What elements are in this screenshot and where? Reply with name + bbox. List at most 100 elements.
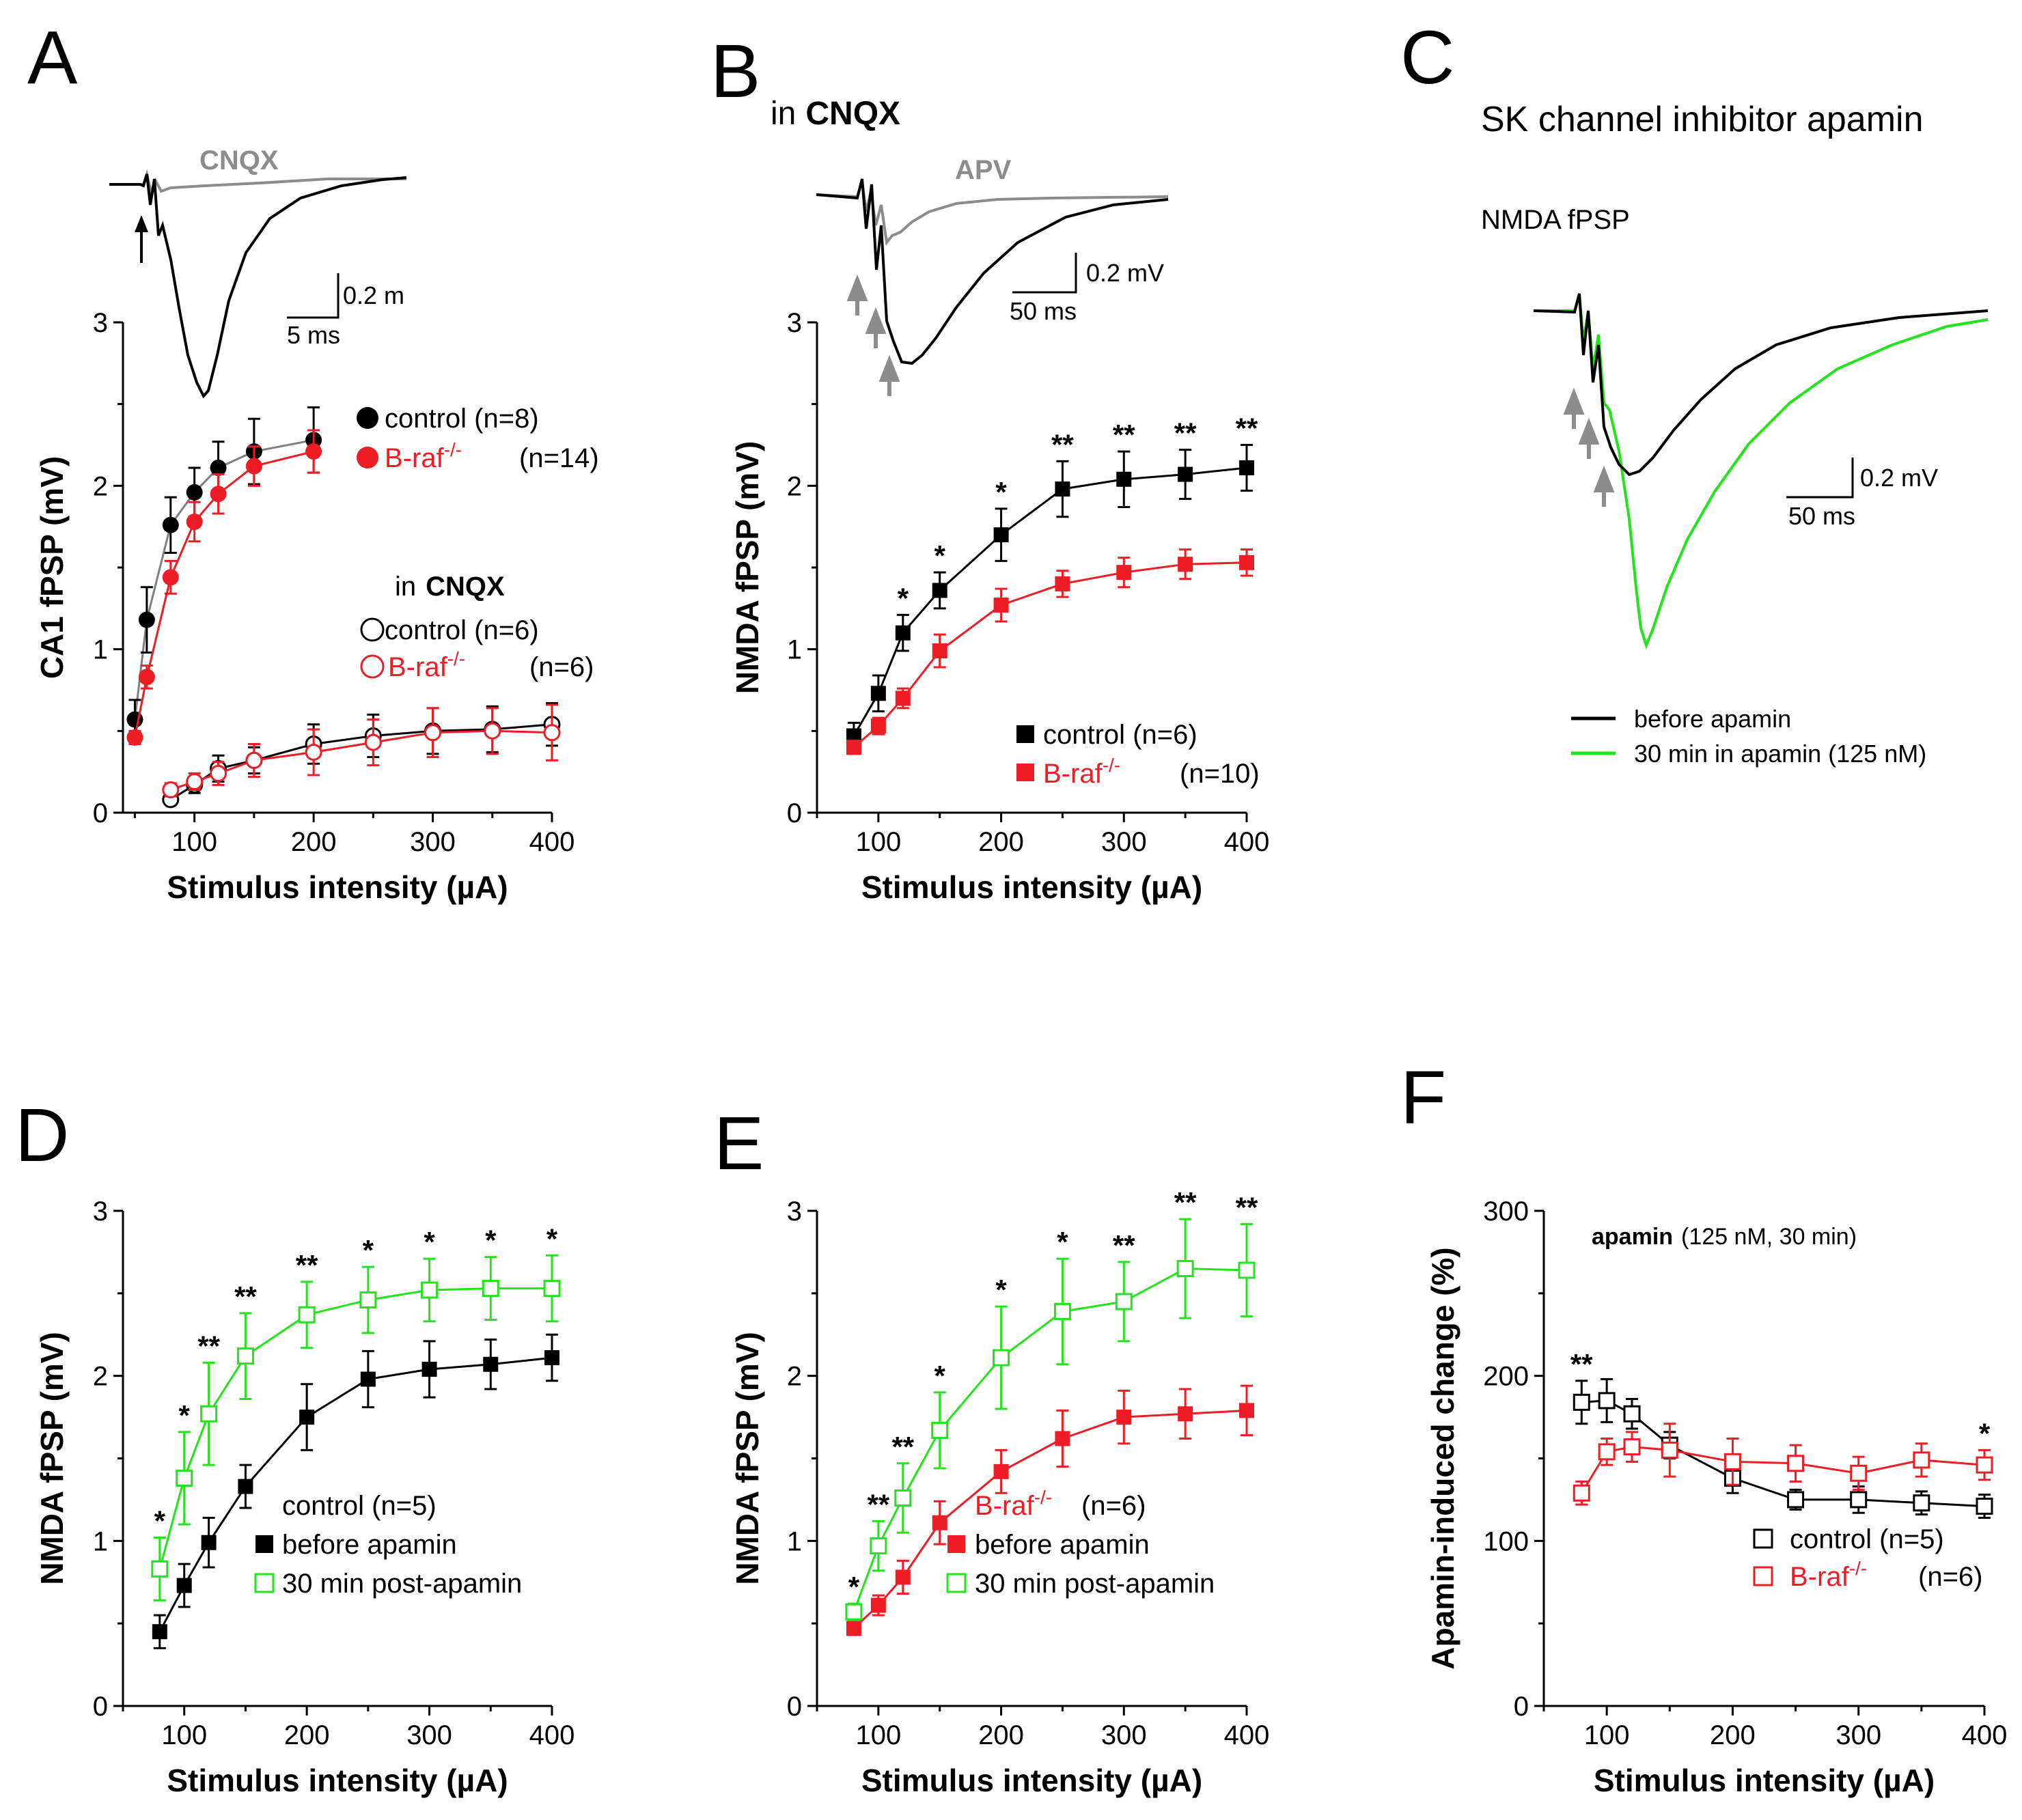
y-tick-label-b-3: 3 xyxy=(787,308,802,338)
data-point-f-0-8 xyxy=(1976,1498,1993,1515)
y-tick-label-d-1: 1 xyxy=(93,1526,108,1556)
data-point-e-0-2 xyxy=(895,1569,911,1585)
y-tick-label-f-3: 300 xyxy=(1483,1196,1529,1227)
legend-e-title-sup: -/- xyxy=(1034,1487,1052,1508)
data-point-f-0-7 xyxy=(1913,1494,1930,1512)
y-axis-label-d: NMDA fPSP (mV) xyxy=(34,1332,70,1585)
legend-b-braf-text: B-raf xyxy=(1043,759,1103,789)
trace-inset-b: APV 0.2 mV 50 ms xyxy=(816,155,1169,396)
scalebar-c-y-label: 0.2 mV xyxy=(1860,464,1938,492)
y-tick-label-a-1: 1 xyxy=(93,635,108,665)
legend-f-braf-marker xyxy=(1753,1566,1773,1586)
data-point-a-3-5 xyxy=(364,733,382,751)
y-tick-label-b-2: 2 xyxy=(787,471,802,501)
x-axis-label-a: Stimulus intensity (µA) xyxy=(167,869,508,905)
x-tick-label-f-0: 100 xyxy=(1584,1720,1630,1750)
legend-a-control-cnqx-label: control (n=6) xyxy=(385,615,539,645)
significance-d-2: ** xyxy=(197,1330,220,1362)
data-point-f-1-7 xyxy=(1913,1451,1930,1469)
y-tick-label-a-0: 0 xyxy=(93,798,108,828)
data-point-a-0-1 xyxy=(138,611,155,628)
legend-a-in-text: in xyxy=(395,572,416,602)
legend-d-title: control (n=5) xyxy=(282,1491,437,1521)
y-tick-label-d-3: 3 xyxy=(93,1196,108,1227)
legend-b-braf-sup: -/- xyxy=(1103,755,1120,776)
x-axis-label-b: Stimulus intensity (µA) xyxy=(861,869,1202,905)
x-tick-label-d-3: 400 xyxy=(529,1720,575,1750)
data-point-d-0-5 xyxy=(360,1371,376,1387)
data-point-f-0-5 xyxy=(1787,1491,1805,1509)
x-tick-label-f-1: 200 xyxy=(1710,1720,1756,1750)
scalebar-a-y-label: 0.2 m xyxy=(343,281,404,309)
x-tick-label-a-2: 300 xyxy=(410,827,456,857)
panel-b-title-drug: CNQX xyxy=(805,96,900,132)
data-point-e-0-1 xyxy=(870,1597,886,1613)
scalebar-c xyxy=(1786,458,1854,499)
y-axis-label-a: CA1 fPSP (mV) xyxy=(34,456,70,679)
legend-b-braf-marker xyxy=(1016,764,1034,781)
significance-d-3: ** xyxy=(234,1280,257,1313)
data-point-e-1-4 xyxy=(993,1349,1010,1367)
significance-d-5: * xyxy=(363,1234,374,1266)
data-point-a-3-8 xyxy=(543,724,561,742)
data-point-a-0-3 xyxy=(186,484,203,501)
scalebar-c-x-label: 50 ms xyxy=(1788,502,1855,530)
data-point-e-0-6 xyxy=(1116,1410,1132,1425)
data-point-f-0-6 xyxy=(1850,1491,1868,1509)
significance-d-6: * xyxy=(424,1226,435,1258)
data-point-e-1-5 xyxy=(1053,1302,1071,1320)
series-d-0 xyxy=(152,1333,559,1649)
x-tick-label-b-0: 100 xyxy=(855,827,901,857)
data-point-a-1-0 xyxy=(126,729,143,746)
significance-e-2: ** xyxy=(891,1431,914,1463)
data-point-f-1-3 xyxy=(1661,1441,1678,1459)
data-point-f-1-1 xyxy=(1598,1443,1616,1461)
legend-a-braf-text: B-raf xyxy=(385,443,445,473)
legend-f-braf-n: (n=6) xyxy=(1918,1562,1983,1592)
data-point-f-1-6 xyxy=(1850,1464,1868,1482)
legend-a-in: in CNQX xyxy=(395,572,505,602)
data-point-e-1-3 xyxy=(931,1421,949,1439)
y-tick-label-f-1: 100 xyxy=(1483,1526,1529,1556)
stim-arrow-a-head xyxy=(135,215,148,232)
significance-b-3: ** xyxy=(1051,428,1074,460)
data-point-e-1-7 xyxy=(1176,1260,1194,1278)
data-point-b-0-1 xyxy=(870,686,886,701)
data-point-d-0-4 xyxy=(299,1410,315,1425)
x-axis-label-f: Stimulus intensity (µA) xyxy=(1594,1763,1935,1798)
legend-b-control-marker xyxy=(1016,725,1034,743)
data-point-e-1-0 xyxy=(845,1603,863,1621)
data-point-b-0-2 xyxy=(895,625,911,641)
y-axis-label-b: NMDA fPSP (mV) xyxy=(730,441,765,695)
scalebar-b-y-label: 0.2 mV xyxy=(1086,259,1164,287)
y-tick-label-d-0: 0 xyxy=(93,1692,108,1722)
y-tick-label-f-2: 200 xyxy=(1483,1362,1529,1392)
significance-e-1: ** xyxy=(868,1488,890,1520)
trace-c-control xyxy=(1533,293,1989,477)
data-point-d-0-3 xyxy=(238,1479,253,1494)
legend-e-title-text: B-raf xyxy=(975,1491,1035,1521)
data-point-f-1-4 xyxy=(1723,1453,1741,1470)
data-point-d-1-1 xyxy=(176,1470,193,1487)
series-line-b-0 xyxy=(853,466,1247,737)
legend-d: control (n=5) before apamin 30 min post-… xyxy=(254,1491,522,1599)
legend-f-braf-text: B-raf xyxy=(1790,1562,1850,1592)
data-point-b-0-8 xyxy=(1239,460,1254,476)
legend-c-before-label: before apamin xyxy=(1634,705,1791,733)
data-point-a-3-7 xyxy=(484,722,501,740)
data-point-d-1-2 xyxy=(200,1405,218,1423)
legend-a-control-marker xyxy=(357,407,378,429)
legend-a-braf-label: B-raf-/- xyxy=(385,439,462,473)
x-tick-label-d-2: 300 xyxy=(406,1720,452,1750)
panel-b-title: in CNQX xyxy=(771,96,900,132)
trace-b-control xyxy=(816,178,1169,365)
series-a-1 xyxy=(126,429,322,746)
data-point-b-0-3 xyxy=(932,583,947,598)
data-point-b-0-0 xyxy=(846,728,861,744)
data-point-a-1-1 xyxy=(138,669,155,686)
legend-b-control-label: control (n=6) xyxy=(1043,720,1197,750)
data-point-d-0-7 xyxy=(483,1356,499,1372)
significance-e-0: * xyxy=(848,1571,860,1603)
data-point-b-1-4 xyxy=(993,598,1009,613)
